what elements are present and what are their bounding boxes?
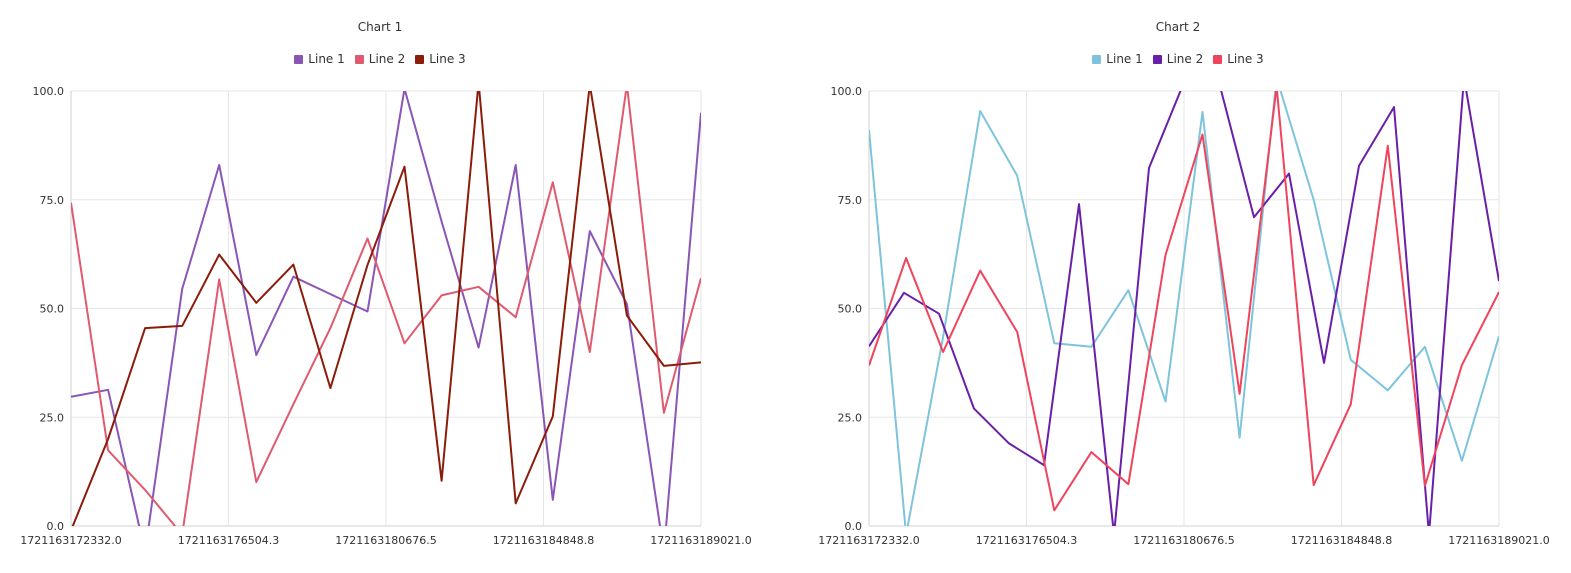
chart-title: Chart 1	[357, 20, 403, 34]
chart-title: Chart 2	[1155, 20, 1201, 34]
y-tick-label: 100.0	[831, 85, 863, 98]
series-line-1	[869, 91, 1499, 526]
series-line-2	[869, 91, 1499, 526]
plot-area: 0.0 25.0 50.0 75.0 100.0 1721163172332.0 17211…	[20, 85, 751, 547]
y-tick-label: 25.0	[40, 411, 65, 424]
legend-label: Line 1	[1106, 52, 1143, 66]
series-line-2	[71, 91, 701, 526]
legend-item-line-3[interactable]: Line 3	[1213, 52, 1264, 66]
x-tick-label: 1721163176504.3	[976, 534, 1077, 547]
legend: Line 1 Line 2 Line 3	[798, 52, 1558, 66]
x-tick-label: 1721163184848.8	[493, 534, 594, 547]
y-tick-label: 50.0	[40, 303, 65, 316]
y-tick-label: 50.0	[838, 303, 863, 316]
legend-label: Line 2	[368, 52, 406, 66]
legend-item-line-1[interactable]: Line 1	[1092, 52, 1143, 66]
x-tick-label: 1721163176504.3	[178, 534, 279, 547]
y-tick-label: 75.0	[40, 194, 65, 207]
plot-area: 0.0 25.0 50.0 75.0 100.0 1721163172332.0 17211…	[818, 85, 1549, 547]
legend-item-line-2[interactable]: Line 2	[1152, 52, 1204, 66]
x-tick-label: 1721163180676.5	[1133, 534, 1234, 547]
y-tick-label: 0.0	[47, 520, 65, 533]
legend-label: Line 1	[308, 52, 345, 66]
x-tick-label: 1721163189021.0	[650, 534, 751, 547]
legend-label: Line 2	[1166, 52, 1204, 66]
x-tick-label: 1721163180676.5	[335, 534, 436, 547]
legend-swatch	[354, 54, 364, 64]
x-tick-label: 1721163184848.8	[1291, 534, 1392, 547]
legend-item-line-3[interactable]: Line 3	[415, 52, 466, 66]
legend-swatch	[294, 54, 304, 64]
series-line-3	[71, 91, 701, 526]
y-tick-label: 75.0	[838, 194, 863, 207]
chart-2: Chart 2 Line 1 Line 2 Line 3 0.0 25.0 50.0…	[798, 0, 1558, 573]
x-tick-label: 1721163172332.0	[20, 534, 121, 547]
legend-swatch	[415, 54, 425, 64]
legend-label: Line 3	[429, 52, 466, 66]
legend: Line 1 Line 2 Line 3	[0, 52, 760, 66]
chart-1: Chart 1 Line 1 Line 2 Line 3 0.0 25.0 50.0…	[0, 0, 760, 573]
y-tick-label: 100.0	[33, 85, 65, 98]
legend-item-line-1[interactable]: Line 1	[294, 52, 345, 66]
legend-swatch	[1092, 54, 1102, 64]
series-line-3	[869, 91, 1499, 512]
legend-swatch	[1152, 54, 1162, 64]
series-line-1	[71, 91, 701, 526]
x-tick-label: 1721163172332.0	[818, 534, 919, 547]
legend-label: Line 3	[1227, 52, 1264, 66]
y-tick-label: 0.0	[845, 520, 863, 533]
x-tick-label: 1721163189021.0	[1448, 534, 1549, 547]
y-tick-label: 25.0	[838, 411, 863, 424]
legend-swatch	[1213, 54, 1223, 64]
legend-item-line-2[interactable]: Line 2	[354, 52, 406, 66]
